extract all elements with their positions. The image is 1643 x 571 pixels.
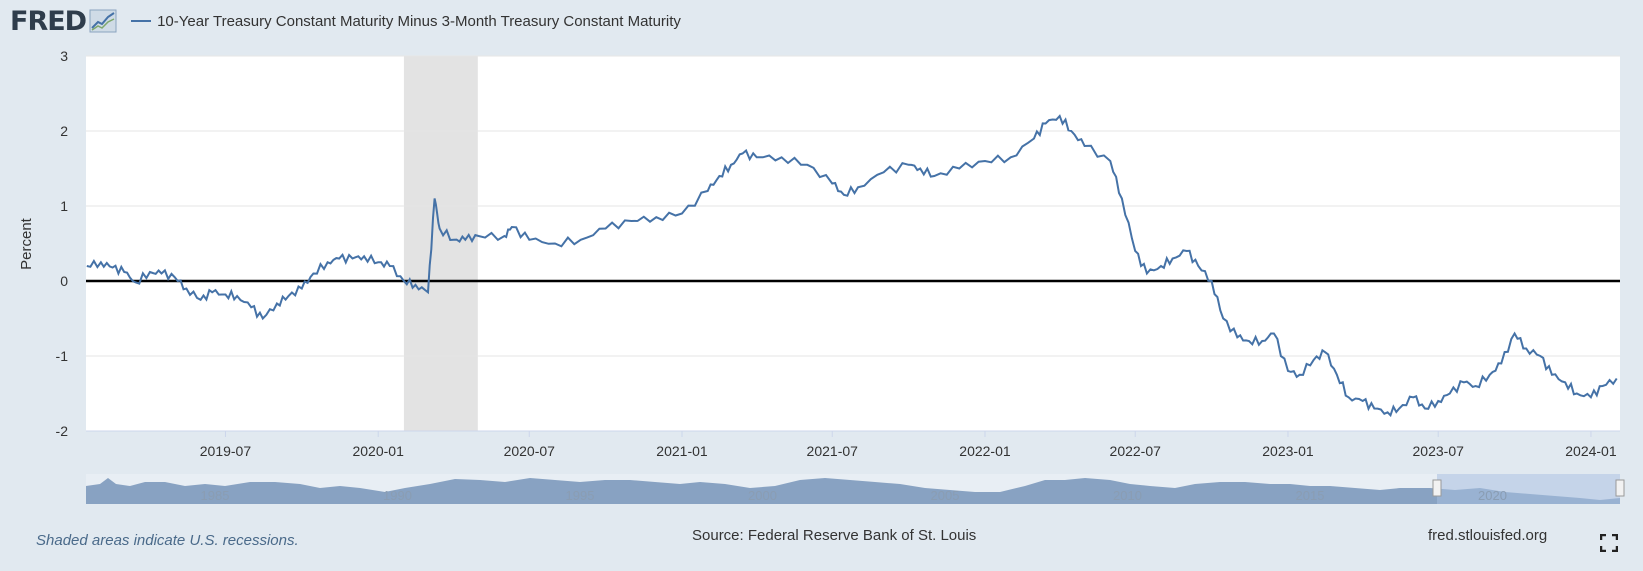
x-tick-label: 2020-07	[504, 443, 556, 459]
x-tick-label: 2023-01	[1262, 443, 1314, 459]
x-tick-label: 2021-07	[807, 443, 859, 459]
site-link[interactable]: fred.stlouisfed.org	[1428, 527, 1548, 544]
y-tick-label: 0	[60, 273, 68, 289]
legend-swatch	[131, 20, 152, 22]
x-tick-label: 2024-01	[1565, 443, 1617, 459]
recession-note: Shaded areas indicate U.S. recessions.	[36, 532, 299, 549]
series-legend[interactable]: 10-Year Treasury Constant Maturity Minus…	[131, 13, 681, 30]
navigator-year-label: 2000	[748, 488, 777, 503]
navigator-area	[86, 478, 1620, 504]
navigator-handle-left[interactable]	[1432, 479, 1442, 497]
x-tick-label: 2019-07	[200, 443, 252, 459]
fred-logo[interactable]: FRED	[10, 5, 87, 37]
y-tick-label: 1	[60, 198, 68, 214]
chart-header: FRED 10-Year Treasury Constant Maturity …	[10, 5, 681, 37]
navigator-year-label: 1990	[383, 488, 412, 503]
legend-label: 10-Year Treasury Constant Maturity Minus…	[157, 12, 681, 30]
range-navigator[interactable]: 1985 1990 1995 2000 2005 2010 2015 2020	[86, 474, 1625, 504]
navigator-year-label: 2020	[1478, 488, 1507, 503]
recession-shade	[403, 56, 478, 431]
y-tick-label: 3	[60, 48, 68, 64]
navigator-year-label: 2005	[931, 488, 960, 503]
navigator-year-label: 2015	[1296, 488, 1325, 503]
x-tick-label: 2020-01	[352, 443, 404, 459]
x-tick-label: 2022-01	[959, 443, 1011, 459]
navigator-year-label: 1985	[201, 488, 230, 503]
series-line[interactable]	[86, 114, 1618, 418]
fred-graph-icon	[89, 9, 117, 33]
y-tick-label: 2	[60, 123, 68, 139]
y-axis-label: Percent	[18, 217, 35, 270]
x-tick-label: 2022-07	[1110, 443, 1162, 459]
y-tick-label: -1	[56, 348, 69, 364]
source-text: Source: Federal Reserve Bank of St. Loui…	[692, 527, 977, 544]
navigator-selection[interactable]	[1437, 474, 1620, 504]
fullscreen-icon[interactable]	[1600, 534, 1618, 552]
x-tick-label: 2023-07	[1413, 443, 1465, 459]
navigator-year-label: 1995	[566, 488, 595, 503]
plot-area	[86, 56, 1620, 431]
navigator-handle-right[interactable]	[1615, 479, 1625, 497]
y-tick-label: -2	[56, 423, 69, 439]
navigator-year-label: 2010	[1113, 488, 1142, 503]
x-tick-label: 2021-01	[656, 443, 708, 459]
